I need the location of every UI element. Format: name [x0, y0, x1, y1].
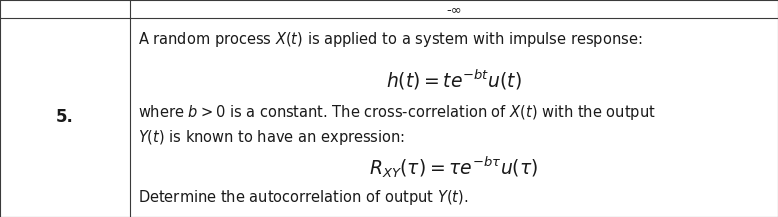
- Text: -∞: -∞: [446, 3, 462, 16]
- Text: $Y(t)$ is known to have an expression:: $Y(t)$ is known to have an expression:: [138, 128, 405, 147]
- Text: Determine the autocorrelation of output $Y(t)$.: Determine the autocorrelation of output …: [138, 188, 468, 207]
- Text: A random process $X(t)$ is applied to a system with impulse response:: A random process $X(t)$ is applied to a …: [138, 30, 643, 49]
- Text: where $b > 0$ is a constant. The cross-correlation of $X(t)$ with the output: where $b > 0$ is a constant. The cross-c…: [138, 103, 656, 122]
- Text: $R_{XY}(\tau) = \tau e^{-b\tau}u(\tau)$: $R_{XY}(\tau) = \tau e^{-b\tau}u(\tau)$: [370, 155, 538, 181]
- Text: 5.: 5.: [56, 108, 74, 127]
- Text: $h(t) = te^{-bt}u(t)$: $h(t) = te^{-bt}u(t)$: [386, 68, 522, 92]
